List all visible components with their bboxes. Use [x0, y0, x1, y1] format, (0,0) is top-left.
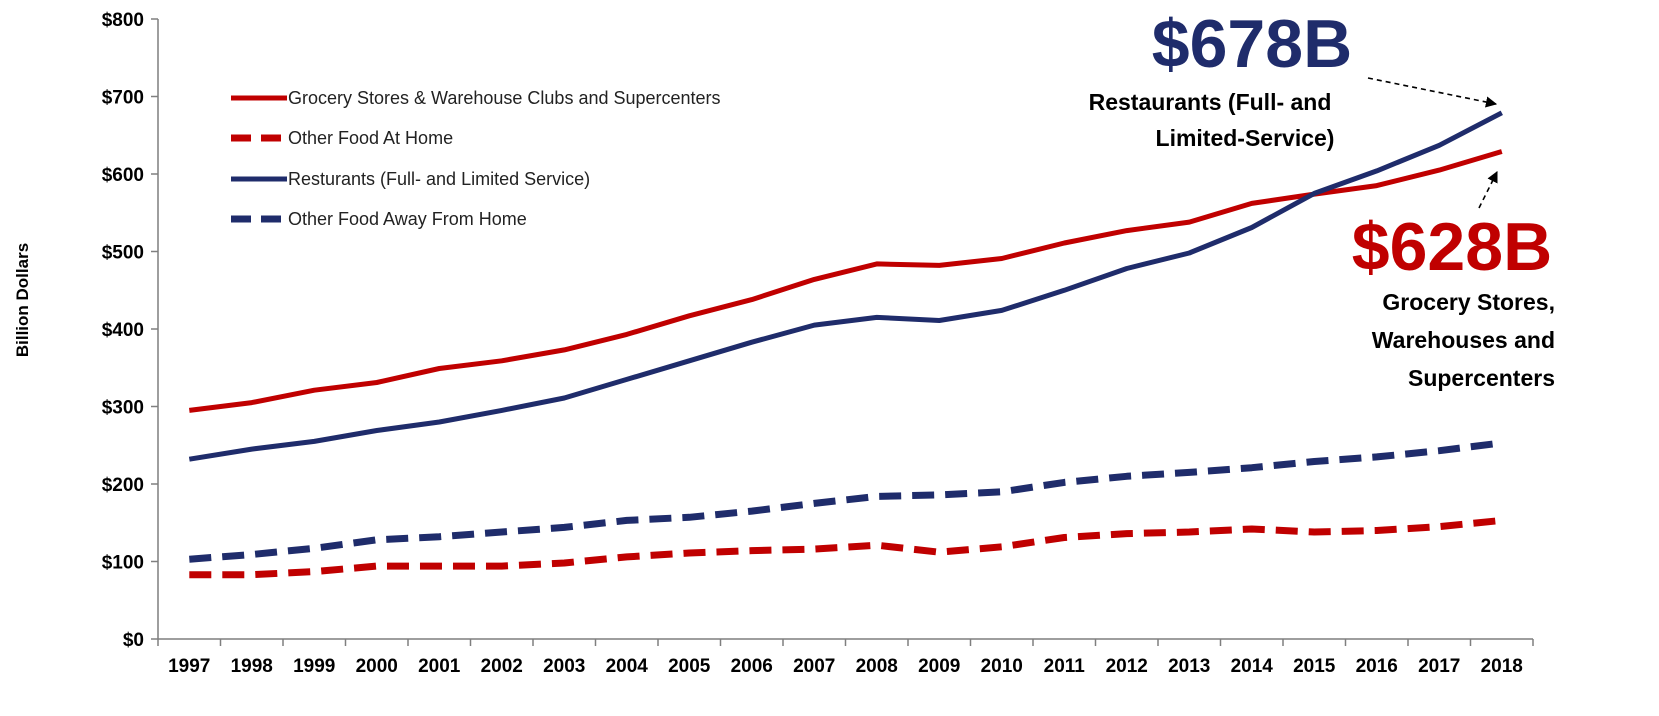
grocery-callout-arrow: [1478, 170, 1498, 209]
x-tick-label: 2015: [1293, 656, 1336, 677]
x-tick-label: 2018: [1481, 656, 1523, 677]
x-tick-label: 2014: [1231, 656, 1274, 677]
grocery-callout-line-3: Supercenters: [1408, 365, 1555, 391]
y-tick-label: $500: [102, 243, 144, 264]
legend-label-1: Other Food At Home: [288, 128, 453, 148]
series-lines: [188, 110, 1503, 579]
series-line-1: [189, 516, 1503, 579]
x-tick-label: 2016: [1356, 656, 1398, 677]
x-tick-label: 2012: [1106, 656, 1148, 677]
restaurants-callout-arrow: [1367, 77, 1498, 108]
x-tick-label: 2003: [543, 656, 585, 677]
y-tick-label: $600: [102, 165, 144, 186]
y-tick-label: $700: [102, 88, 144, 109]
x-tick-label: 2000: [356, 656, 398, 677]
legend: Grocery Stores & Warehouse Clubs and Sup…: [231, 88, 721, 229]
y-tick-label: $100: [102, 553, 144, 574]
x-tick-label: 2001: [418, 656, 461, 677]
x-tick-label: 1998: [231, 656, 273, 677]
y-tick-label: $200: [102, 475, 144, 496]
x-tick-label: 2002: [481, 656, 523, 677]
legend-label-2: Resturants (Full- and Limited Service): [288, 169, 590, 189]
legend-label-3: Other Food Away From Home: [288, 209, 527, 229]
restaurants-value-callout: $678B: [1152, 6, 1352, 82]
annotations: $678B Restaurants (Full- and Limited-Ser…: [1089, 6, 1555, 391]
grocery-callout-line-1: Grocery Stores,: [1382, 289, 1555, 315]
series-line-2: [188, 110, 1503, 462]
x-axis-ticks: 1997 1998 1999 2000 2001 2002 2003 2004 2005 2006…: [157, 639, 1534, 677]
series-line-3: [189, 439, 1503, 563]
restaurants-callout-line-2: Limited-Service): [1156, 125, 1335, 151]
y-axis-ticks: $0 $100 $200 $300 $400 $500 $600 $700 $800: [102, 10, 158, 651]
y-tick-label: $800: [102, 10, 144, 31]
x-tick-label: 2007: [793, 656, 835, 677]
y-tick-label: $400: [102, 320, 144, 341]
x-tick-label: 2006: [731, 656, 773, 677]
y-tick-label: $300: [102, 398, 144, 419]
y-tick-label: $0: [123, 630, 144, 651]
x-tick-label: 2017: [1418, 656, 1460, 677]
x-tick-label: 2005: [668, 656, 711, 677]
grocery-callout-line-2: Warehouses and: [1372, 327, 1555, 353]
x-tick-label: 2004: [606, 656, 649, 677]
y-axis-title: Billion Dollars: [13, 243, 32, 357]
series-line-0: [188, 149, 1503, 413]
x-tick-label: 2011: [1044, 656, 1086, 677]
x-tick-label: 2008: [856, 656, 898, 677]
legend-label-0: Grocery Stores & Warehouse Clubs and Sup…: [288, 88, 721, 108]
x-tick-label: 2010: [981, 656, 1023, 677]
restaurants-callout-line-1: Restaurants (Full- and: [1089, 89, 1332, 115]
x-tick-label: 1997: [168, 656, 210, 677]
x-tick-label: 1999: [293, 656, 335, 677]
x-tick-label: 2013: [1168, 656, 1210, 677]
x-tick-label: 2009: [918, 656, 960, 677]
grocery-value-callout: $628B: [1352, 209, 1552, 285]
